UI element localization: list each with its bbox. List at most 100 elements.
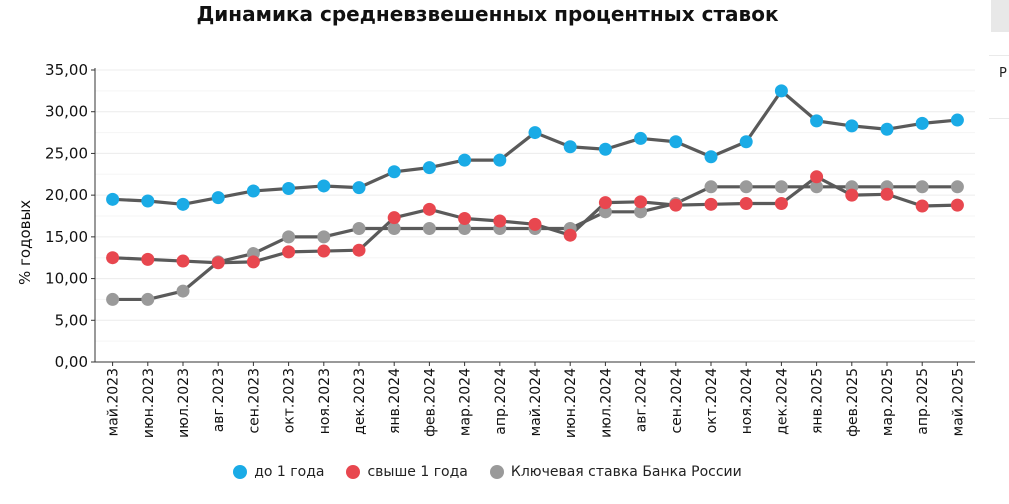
data-point (739, 180, 753, 194)
data-point (106, 192, 120, 206)
legend: до 1 года свыше 1 года Ключевая ставка Бан… (0, 464, 975, 480)
data-point (563, 228, 577, 242)
data-point (211, 256, 225, 270)
data-point (669, 198, 683, 212)
data-point (528, 217, 542, 231)
y-tick-label: 0,00 (55, 353, 88, 371)
x-tick-label: май.2024 (528, 368, 544, 436)
x-tick-label: дек.2023 (352, 368, 368, 435)
x-tick-label: апр.2025 (915, 368, 931, 435)
x-tick-label: сен.2023 (246, 368, 262, 434)
data-point (810, 170, 824, 184)
data-point (634, 205, 648, 219)
y-tick-label: 30,00 (45, 103, 88, 121)
data-point (739, 135, 753, 149)
data-point (774, 196, 788, 210)
data-point (915, 199, 929, 213)
data-point (598, 205, 612, 219)
corner-panel (991, 0, 1009, 32)
data-point (106, 292, 120, 306)
x-tick-label: сен.2024 (669, 368, 685, 434)
y-tick-label: 5,00 (55, 311, 88, 329)
data-point (810, 114, 824, 128)
side-panel-label: Р (999, 66, 1007, 81)
side-panel: Р (989, 55, 1009, 119)
data-point (950, 113, 964, 127)
data-point (387, 211, 401, 225)
data-point (669, 135, 683, 149)
data-point (458, 212, 472, 226)
x-tick-label: ноя.2024 (739, 368, 755, 434)
y-tick-label: 10,00 (45, 270, 88, 288)
series-line (112, 185, 958, 302)
data-point (704, 150, 718, 164)
chart-title: Динамика средневзвешенных процентных ста… (196, 2, 779, 26)
data-point (598, 196, 612, 210)
data-point (141, 252, 155, 266)
legend-item: до 1 года (233, 464, 324, 480)
legend-label: Ключевая ставка Банка России (510, 464, 742, 480)
data-point (176, 254, 190, 268)
data-point (950, 180, 964, 194)
data-point (422, 161, 436, 175)
x-tick-label: авг.2023 (211, 368, 227, 432)
data-point (282, 245, 296, 259)
data-point (282, 181, 296, 195)
data-point (422, 202, 436, 216)
data-point (141, 194, 155, 208)
x-tick-label: фев.2025 (845, 368, 861, 437)
legend-label: свыше 1 года (367, 464, 468, 480)
x-tick-label: мар.2024 (458, 368, 474, 436)
data-point (845, 119, 859, 133)
x-tick-label: апр.2024 (493, 368, 509, 435)
data-point (634, 131, 648, 145)
data-point (634, 195, 648, 209)
data-point (176, 284, 190, 298)
x-tick-label: ноя.2023 (317, 368, 333, 434)
data-point (880, 122, 894, 136)
data-point (950, 198, 964, 212)
data-point (317, 230, 331, 244)
y-tick-label: 15,00 (45, 228, 88, 246)
data-point (493, 153, 507, 167)
data-point (387, 165, 401, 179)
data-point (704, 180, 718, 194)
x-tick-label: окт.2023 (282, 368, 298, 433)
data-point (845, 188, 859, 202)
data-point (598, 142, 612, 156)
x-tick-label: май.2023 (106, 368, 122, 436)
data-point (317, 244, 331, 258)
data-point (528, 126, 542, 140)
legend-marker (489, 465, 504, 479)
data-point (458, 153, 472, 167)
x-tick-label: дек.2024 (774, 368, 790, 435)
data-point (774, 84, 788, 98)
data-point (810, 180, 824, 194)
data-point (458, 222, 472, 236)
legend-marker (233, 465, 248, 479)
x-tick-label: янв.2025 (810, 368, 826, 434)
data-point (246, 255, 260, 269)
x-tick-label: май.2025 (950, 368, 966, 436)
x-tick-label: июн.2023 (141, 368, 157, 438)
data-point (352, 222, 366, 236)
x-tick-label: авг.2024 (634, 368, 650, 432)
data-point (246, 184, 260, 198)
x-tick-label: мар.2025 (880, 368, 896, 436)
data-point (387, 222, 401, 236)
legend-label: до 1 года (254, 464, 325, 480)
x-tick-label: янв.2024 (387, 368, 403, 434)
y-tick-label: 25,00 (45, 144, 88, 162)
data-point (774, 180, 788, 194)
data-point (704, 197, 718, 211)
x-tick-label: окт.2024 (704, 368, 720, 433)
x-tick-label: июл.2023 (176, 368, 192, 438)
y-tick-label: 35,00 (45, 61, 88, 79)
data-point (352, 243, 366, 257)
data-point (352, 181, 366, 195)
x-tick-label: июл.2024 (598, 368, 614, 438)
data-point (422, 222, 436, 236)
legend-marker (346, 465, 361, 479)
data-point (282, 230, 296, 244)
data-point (211, 191, 225, 205)
